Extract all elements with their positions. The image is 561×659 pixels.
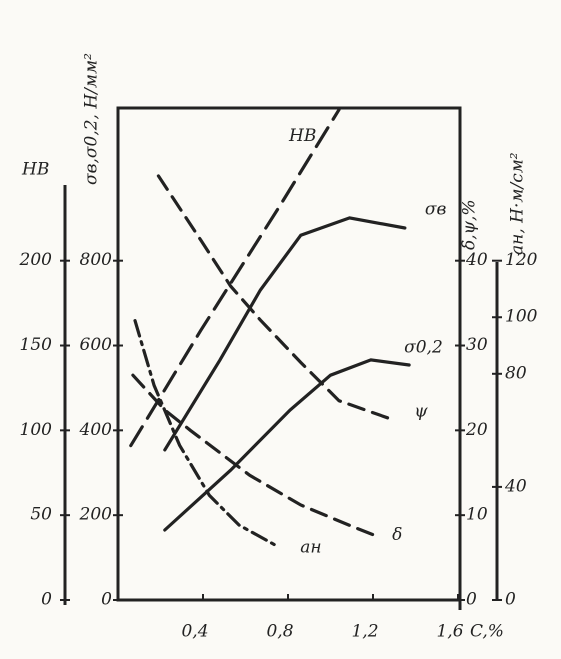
y-tick-label: 120	[505, 250, 538, 270]
y-tick-label: 40	[465, 250, 488, 270]
y3-axis-title: δ,ψ,%	[460, 199, 480, 250]
y-tick-label: 400	[79, 420, 113, 440]
y-tick-label: 0	[466, 590, 477, 610]
y-tick-label: 10	[466, 505, 488, 525]
curve	[129, 108, 341, 448]
curve	[133, 319, 277, 547]
curve-label: σв	[425, 200, 447, 220]
curve	[163, 358, 411, 532]
y-tick-label: 30	[466, 335, 488, 355]
y-tick-label: 600	[80, 335, 113, 355]
curve-label: HB	[288, 126, 316, 146]
curve	[156, 174, 396, 422]
y-tick-label: 200	[79, 505, 113, 525]
y-tick-label: 20	[465, 420, 488, 440]
x-axis-title: C,%	[470, 622, 504, 642]
y-tick-label: 0	[505, 590, 516, 610]
y-tick-label: 100	[505, 307, 538, 327]
curve-label: σ0,2	[404, 338, 443, 358]
y-tick-label: 0	[41, 590, 52, 610]
y4-axis-title: aн, Н·м/см²	[508, 152, 528, 255]
y-tick-label: 100	[20, 420, 53, 440]
y-tick-label: 150	[20, 335, 53, 355]
y-tick-label: 40	[504, 476, 527, 496]
x-tick-label: 1,2	[351, 622, 378, 642]
curve	[163, 216, 407, 452]
y2-axis-title: σв,σ0,2, Н/мм²	[82, 53, 102, 185]
y-axis-title: HB	[21, 160, 49, 180]
curve-label: aн	[300, 538, 321, 558]
y-tick-label: 50	[30, 505, 52, 525]
curve-label: ψ	[414, 402, 428, 422]
y-tick-label: 200	[19, 250, 53, 270]
curve	[131, 373, 377, 538]
y-tick-label: 800	[80, 250, 113, 270]
y-tick-label: 80	[505, 363, 527, 383]
x-tick-label: 0,4	[181, 622, 208, 642]
x-tick-label: 1,6	[436, 622, 463, 642]
curve-label: δ	[392, 525, 402, 545]
y-tick-label: 0	[101, 590, 112, 610]
x-tick-label: 0,8	[266, 622, 293, 642]
